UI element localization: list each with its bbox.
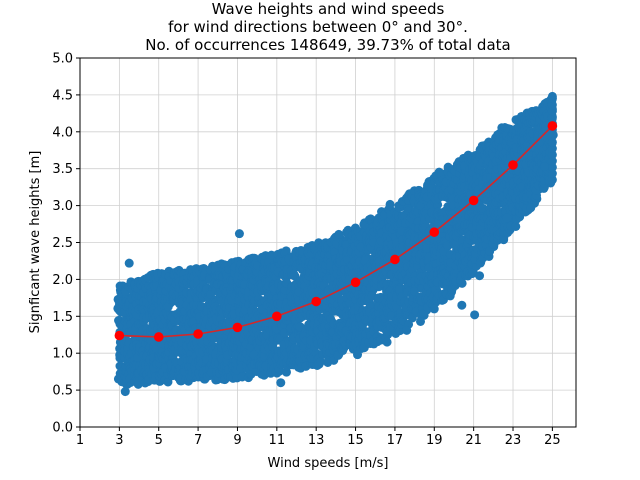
scatter-point bbox=[470, 310, 479, 319]
fit-marker bbox=[193, 329, 203, 339]
fit-marker bbox=[154, 332, 164, 342]
x-tick-label: 15 bbox=[347, 433, 364, 448]
x-tick-label: 25 bbox=[544, 433, 561, 448]
x-tick-label: 21 bbox=[465, 433, 482, 448]
y-tick-label: 4.0 bbox=[52, 125, 73, 140]
scatter-point bbox=[383, 338, 392, 347]
x-tick-label: 11 bbox=[269, 433, 286, 448]
scatter-point bbox=[125, 259, 134, 268]
scatter-points bbox=[113, 92, 557, 396]
y-tick-label: 0.0 bbox=[52, 421, 73, 436]
y-tick-label: 3.5 bbox=[52, 162, 73, 177]
scatter-point bbox=[457, 301, 466, 310]
y-tick-label: 0.5 bbox=[52, 384, 73, 399]
x-tick-label: 13 bbox=[308, 433, 325, 448]
scatter-point bbox=[430, 304, 439, 313]
x-axis-ticks: 1 3 5 7 9 11 13 15 17 19 21 23 25 bbox=[76, 427, 561, 448]
scatter-point bbox=[276, 378, 285, 387]
fit-marker bbox=[115, 331, 125, 341]
fit-marker bbox=[548, 121, 558, 131]
chart-title-line-1: Wave heights and wind speeds bbox=[212, 0, 445, 18]
y-tick-label: 1.5 bbox=[52, 310, 73, 325]
fit-marker bbox=[429, 227, 439, 237]
y-axis-ticks: 0.0 0.5 1.0 1.5 2.0 2.5 3.0 3.5 4.0 4.5 5.0 bbox=[52, 52, 80, 436]
fit-marker bbox=[390, 255, 400, 265]
fit-marker bbox=[311, 297, 321, 307]
y-tick-label: 2.5 bbox=[52, 236, 73, 251]
x-tick-label: 5 bbox=[155, 433, 163, 448]
x-tick-label: 19 bbox=[426, 433, 443, 448]
scatter-point bbox=[475, 271, 484, 280]
chart-title-line-3: No. of occurrences 148649, 39.73% of tot… bbox=[145, 36, 510, 54]
chart-title-line-2: for wind directions between 0° and 30°. bbox=[168, 18, 468, 36]
y-tick-label: 2.0 bbox=[52, 273, 73, 288]
y-tick-label: 4.5 bbox=[52, 88, 73, 103]
x-tick-label: 17 bbox=[387, 433, 404, 448]
y-tick-label: 1.0 bbox=[52, 347, 73, 362]
y-axis-label: Signficant wave heights [m] bbox=[28, 151, 43, 334]
fit-marker bbox=[469, 196, 479, 206]
x-tick-label: 9 bbox=[233, 433, 241, 448]
y-tick-label: 5.0 bbox=[52, 52, 73, 67]
scatter-point bbox=[503, 214, 512, 223]
scatter-point bbox=[121, 387, 130, 396]
x-tick-label: 23 bbox=[505, 433, 522, 448]
fit-marker bbox=[272, 312, 282, 322]
fit-marker bbox=[508, 160, 518, 170]
scatter-point bbox=[334, 230, 343, 239]
scatter-point bbox=[416, 317, 425, 326]
x-tick-label: 7 bbox=[194, 433, 202, 448]
y-tick-label: 3.0 bbox=[52, 199, 73, 214]
scatter-point bbox=[402, 326, 411, 335]
x-tick-label: 3 bbox=[115, 433, 123, 448]
scatter-point bbox=[353, 350, 362, 359]
scatter-point bbox=[540, 162, 549, 171]
scatter-point bbox=[526, 203, 535, 212]
fit-marker bbox=[233, 323, 243, 333]
scatter-point bbox=[235, 229, 244, 238]
x-tick-label: 1 bbox=[76, 433, 84, 448]
scatter-point bbox=[548, 92, 557, 101]
fit-marker bbox=[351, 278, 361, 288]
x-axis-label: Wind speeds [m/s] bbox=[268, 456, 389, 471]
scatter-point bbox=[386, 200, 395, 209]
